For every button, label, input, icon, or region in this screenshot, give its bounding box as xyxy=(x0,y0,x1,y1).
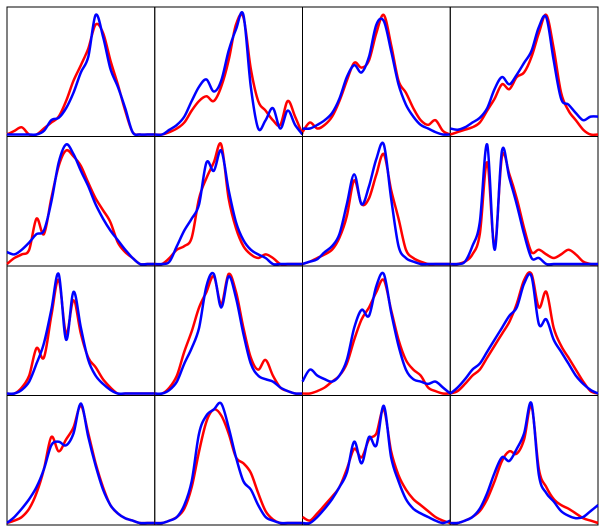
panel-3-4 xyxy=(450,266,598,396)
blue-series-line xyxy=(303,143,451,264)
panel-1-2 xyxy=(155,7,303,137)
red-series-line xyxy=(303,15,451,135)
red-series-line xyxy=(7,406,155,523)
blue-series-line xyxy=(7,15,155,135)
panel-2-3 xyxy=(303,137,451,267)
blue-series-line xyxy=(155,150,303,264)
panel-frame xyxy=(155,396,303,526)
blue-series-line xyxy=(450,144,598,264)
red-series-line xyxy=(155,14,303,134)
red-series-line xyxy=(7,150,155,264)
panel-3-2 xyxy=(155,266,303,396)
panel-4-3 xyxy=(303,396,451,526)
panel-3-1 xyxy=(7,266,155,396)
red-series-line xyxy=(303,279,451,393)
blue-series-line xyxy=(450,402,598,523)
panel-frame xyxy=(7,396,155,526)
red-series-line xyxy=(450,15,598,135)
blue-series-line xyxy=(7,403,155,523)
red-series-line xyxy=(303,409,451,523)
panel-1-1 xyxy=(7,7,155,137)
panel-4-4 xyxy=(450,396,598,526)
panel-frame xyxy=(450,396,598,526)
blue-series-line xyxy=(155,12,303,135)
blue-series-line xyxy=(155,403,303,523)
red-series-line xyxy=(303,154,451,264)
panel-1-4 xyxy=(450,7,598,137)
panel-2-2 xyxy=(155,137,303,267)
panel-1-3 xyxy=(303,7,451,137)
red-series-line xyxy=(450,405,598,523)
panel-3-3 xyxy=(303,266,451,396)
panel-4-2 xyxy=(155,396,303,526)
panel-2-1 xyxy=(7,137,155,267)
panel-2-4 xyxy=(450,137,598,267)
panel-4-1 xyxy=(7,396,155,526)
red-series-line xyxy=(155,274,303,394)
panel-frame xyxy=(155,7,303,137)
red-series-line xyxy=(7,24,155,135)
red-series-line xyxy=(7,280,155,394)
